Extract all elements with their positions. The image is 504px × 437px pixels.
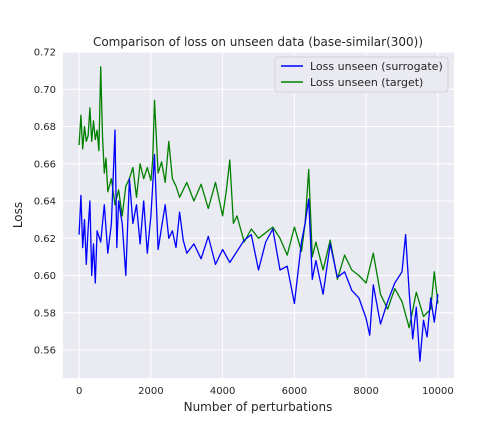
y-tick-label: 0.60 — [34, 271, 56, 282]
y-tick-label: 0.58 — [34, 308, 56, 319]
x-tick-label: 6000 — [282, 386, 307, 397]
y-tick-label: 0.56 — [34, 346, 56, 357]
series-layer — [78, 66, 439, 362]
y-tick-label: 0.66 — [34, 159, 56, 170]
y-axis-ticks: 0.56 0.58 0.60 0.62 0.64 0.66 0.68 0.70 0.72 — [34, 48, 56, 357]
y-axis-label: Loss — [11, 202, 25, 228]
chart-title: Comparison of loss on unseen data (base-… — [93, 35, 423, 49]
legend-label-surrogate: Loss unseen (surrogate) — [310, 60, 443, 73]
legend: Loss unseen (surrogate) Loss unseen (tar… — [274, 56, 449, 93]
y-tick-label: 0.62 — [34, 234, 56, 245]
x-tick-label: 4000 — [210, 386, 235, 397]
y-tick-label: 0.68 — [34, 122, 56, 133]
x-axis-label: Number of perturbations — [184, 400, 333, 414]
series-line-surrogate — [78, 129, 439, 362]
series-line-target — [78, 66, 439, 329]
x-tick-label: 10000 — [422, 386, 454, 397]
x-tick-label: 2000 — [138, 386, 163, 397]
y-tick-label: 0.72 — [34, 48, 56, 59]
x-axis-ticks: 0 2000 4000 6000 8000 10000 — [76, 386, 454, 397]
y-tick-label: 0.64 — [34, 197, 56, 208]
grid — [63, 51, 454, 378]
legend-label-target: Loss unseen (target) — [310, 76, 423, 89]
y-tick-label: 0.70 — [34, 85, 56, 96]
x-tick-label: 0 — [76, 386, 82, 397]
x-tick-label: 8000 — [353, 386, 378, 397]
legend-box — [274, 56, 449, 93]
